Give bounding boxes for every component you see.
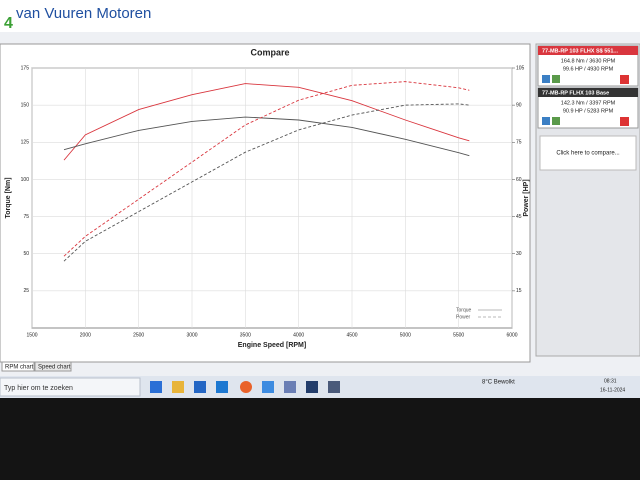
data-line [63, 83, 470, 161]
icon[interactable] [306, 381, 318, 393]
run-name: 77-MB-RP FLHX 103 Base [542, 90, 609, 96]
x-tick-label: 1500 [26, 332, 37, 338]
run-button[interactable] [542, 75, 550, 83]
y-tick-label: 125 [21, 140, 30, 146]
icon[interactable] [194, 381, 206, 393]
compare-label[interactable]: Click here to compare... [556, 151, 620, 157]
y2-axis-label: Power [HP] [523, 179, 530, 216]
legend-label: Power [456, 314, 471, 320]
data-line [63, 103, 470, 262]
y-tick-label: 175 [21, 65, 30, 71]
icon[interactable] [216, 381, 228, 393]
x-tick-label: 2000 [80, 332, 91, 338]
run-torque: 164.8 Nm / 3630 RPM [561, 58, 616, 64]
x-tick-label: 4000 [293, 332, 304, 338]
taskbar-icons [150, 381, 340, 393]
x-tick-label: 4500 [346, 332, 357, 338]
logo: 4 [4, 15, 13, 32]
legend-label: Torque [456, 307, 472, 313]
search-box[interactable] [0, 377, 141, 397]
tab-label[interactable]: RPM chart [5, 365, 34, 371]
x-tick-label: 5000 [400, 332, 411, 338]
app-title: van Vuuren Motoren [16, 5, 151, 22]
search-placeholder[interactable]: Typ hier om te zoeken [4, 385, 73, 392]
y-tick-label: 50 [23, 251, 29, 257]
run-power: 99.6 HP / 4930 RPM [563, 66, 614, 72]
weather[interactable]: 8°C Bewolkt [482, 380, 515, 386]
y-tick-label: 150 [21, 102, 30, 108]
y2-tick-label: 60 [516, 177, 522, 183]
run-header [538, 46, 638, 55]
y2-tick-label: 75 [516, 140, 522, 146]
y2-tick-label: 105 [516, 65, 525, 71]
run-power: 90.9 HP / 5283 RPM [563, 108, 614, 114]
tab-label[interactable]: Speed chart [38, 365, 71, 371]
icon[interactable] [328, 381, 340, 393]
chart-frame [0, 43, 531, 363]
tab[interactable] [1, 361, 35, 372]
tab[interactable] [34, 361, 72, 372]
run-button[interactable] [552, 117, 560, 125]
x-tick-label: 2500 [133, 332, 144, 338]
icon[interactable] [150, 381, 162, 393]
chart-title: Compare [250, 47, 289, 57]
x-axis-label: Engine Speed [RPM] [238, 342, 306, 349]
data-line [63, 116, 470, 157]
run-delete[interactable] [620, 75, 629, 84]
y-tick-label: 25 [23, 288, 29, 294]
x-tick-label: 5500 [453, 332, 464, 338]
y2-tick-label: 45 [516, 214, 522, 220]
run-button[interactable] [552, 75, 560, 83]
y2-tick-label: 90 [516, 102, 522, 108]
x-tick-label: 3500 [240, 332, 251, 338]
icon[interactable] [262, 381, 274, 393]
x-tick-label: 6000 [506, 332, 517, 338]
y-axis-label: Torque [Nm] [5, 177, 12, 218]
icon[interactable] [240, 381, 252, 393]
monitor-bezel [0, 398, 640, 480]
run-header [538, 88, 638, 97]
icon[interactable] [172, 381, 184, 393]
data-line [63, 81, 470, 257]
y-tick-label: 100 [21, 177, 30, 183]
y2-tick-label: 15 [516, 288, 522, 294]
title-bar [0, 0, 640, 32]
run-delete[interactable] [620, 117, 629, 126]
x-tick-label: 3000 [186, 332, 197, 338]
run-button[interactable] [542, 117, 550, 125]
y-tick-label: 75 [23, 214, 29, 220]
clock-time[interactable]: 08:31 [604, 378, 617, 384]
run-torque: 142.3 Nm / 3397 RPM [561, 100, 616, 106]
y2-tick-label: 30 [516, 251, 522, 257]
icon[interactable] [284, 381, 296, 393]
compare-button[interactable] [539, 135, 637, 171]
clock-date[interactable]: 16-11-2024 [600, 387, 625, 393]
run-name: 77-MB-RP 103 FLHX S$ 551... [542, 48, 618, 54]
